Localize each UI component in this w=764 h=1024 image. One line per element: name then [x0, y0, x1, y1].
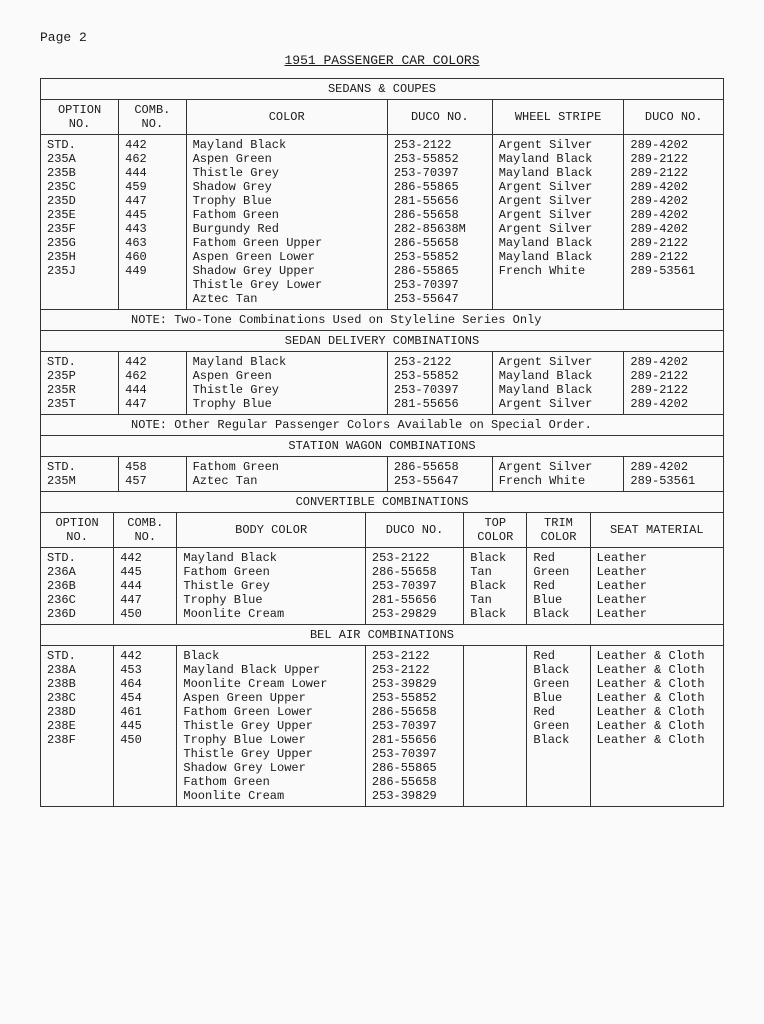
section-header-sedans: SEDANS & COUPES	[41, 79, 724, 100]
table-row: STD. 235P 235R 235T442 462 444 447Maylan…	[41, 352, 724, 415]
col-color: COLOR	[186, 100, 387, 135]
col-duco1: DUCO NO.	[387, 100, 492, 135]
table-cell: Leather & Cloth Leather & Cloth Leather …	[590, 646, 723, 807]
table-cell: Fathom Green Aztec Tan	[186, 457, 387, 492]
table-row: STD. 238A 238B 238C 238D 238E 238F442 45…	[41, 646, 724, 807]
page-title: 1951 PASSENGER CAR COLORS	[40, 53, 724, 68]
table-row: STD. 235A 235B 235C 235D 235E 235F 235G …	[41, 135, 724, 310]
section-title: SEDANS & COUPES	[41, 79, 724, 100]
table-cell: Argent Silver French White	[492, 457, 624, 492]
table-cell: 442 462 444 447	[119, 352, 186, 415]
table-cell: 289-4202 289-2122 289-2122 289-4202	[624, 352, 724, 415]
table-cell: 286-55658 253-55647	[387, 457, 492, 492]
table-cell: STD. 235M	[41, 457, 119, 492]
table-cell: 458 457	[119, 457, 186, 492]
convertible-rows: STD. 236A 236B 236C 236D442 445 444 447 …	[41, 548, 724, 625]
table-cell: STD. 236A 236B 236C 236D	[41, 548, 114, 625]
note-delivery: NOTE: Other Regular Passenger Colors Ava…	[41, 415, 724, 436]
table-cell: Red Black Green Blue Red Green Black	[527, 646, 590, 807]
table-cell	[464, 646, 527, 807]
table-cell: Mayland Black Aspen Green Thistle Grey T…	[186, 352, 387, 415]
section-header-convertible: CONVERTIBLE COMBINATIONS	[41, 492, 724, 513]
wagon-rows: STD. 235M458 457Fathom Green Aztec Tan28…	[41, 457, 724, 492]
column-headers-convertible: OPTION NO. COMB. NO. BODY COLOR DUCO NO.…	[41, 513, 724, 548]
col-option: OPTION NO.	[41, 513, 114, 548]
col-duco: DUCO NO.	[365, 513, 463, 548]
table-row: STD. 236A 236B 236C 236D442 445 444 447 …	[41, 548, 724, 625]
table-cell: Black Tan Black Tan Black	[464, 548, 527, 625]
col-option: OPTION NO.	[41, 100, 119, 135]
table-cell: 442 462 444 459 447 445 443 463 460 449	[119, 135, 186, 310]
table-cell: 253-2122 253-55852 253-70397 281-55656	[387, 352, 492, 415]
table-cell: Mayland Black Fathom Green Thistle Grey …	[177, 548, 366, 625]
section-header-delivery: SEDAN DELIVERY COMBINATIONS	[41, 331, 724, 352]
col-body: BODY COLOR	[177, 513, 366, 548]
table-cell: Black Mayland Black Upper Moonlite Cream…	[177, 646, 366, 807]
col-duco2: DUCO NO.	[624, 100, 724, 135]
table-cell: STD. 235A 235B 235C 235D 235E 235F 235G …	[41, 135, 119, 310]
section-title: CONVERTIBLE COMBINATIONS	[41, 492, 724, 513]
convertible-table: CONVERTIBLE COMBINATIONS OPTION NO. COMB…	[40, 492, 724, 807]
column-headers-sedans: OPTION NO. COMB. NO. COLOR DUCO NO. WHEE…	[41, 100, 724, 135]
table-cell: Mayland Black Aspen Green Thistle Grey S…	[186, 135, 387, 310]
table-cell: Argent Silver Mayland Black Mayland Blac…	[492, 135, 624, 310]
table-cell: 442 445 444 447 450	[114, 548, 177, 625]
col-stripe: WHEEL STRIPE	[492, 100, 624, 135]
section-title: STATION WAGON COMBINATIONS	[41, 436, 724, 457]
table-cell: 289-4202 289-2122 289-2122 289-4202 289-…	[624, 135, 724, 310]
section-header-wagon: STATION WAGON COMBINATIONS	[41, 436, 724, 457]
table-cell: Leather Leather Leather Leather Leather	[590, 548, 723, 625]
section-header-belair: BEL AIR COMBINATIONS	[41, 625, 724, 646]
col-trim: TRIM COLOR	[527, 513, 590, 548]
table-cell: Red Green Red Blue Black	[527, 548, 590, 625]
col-top: TOP COLOR	[464, 513, 527, 548]
note-text: NOTE: Two-Tone Combinations Used on Styl…	[41, 310, 724, 331]
table-cell: 289-4202 289-53561	[624, 457, 724, 492]
page-number: Page 2	[40, 30, 724, 45]
section-title: SEDAN DELIVERY COMBINATIONS	[41, 331, 724, 352]
col-comb: COMB. NO.	[119, 100, 186, 135]
note-text: NOTE: Other Regular Passenger Colors Ava…	[41, 415, 724, 436]
belair-rows: STD. 238A 238B 238C 238D 238E 238F442 45…	[41, 646, 724, 807]
sedans-rows: STD. 235A 235B 235C 235D 235E 235F 235G …	[41, 135, 724, 310]
delivery-rows: STD. 235P 235R 235T442 462 444 447Maylan…	[41, 352, 724, 415]
table-cell: 253-2122 286-55658 253-70397 281-55656 2…	[365, 548, 463, 625]
section-title: BEL AIR COMBINATIONS	[41, 625, 724, 646]
color-table: SEDANS & COUPES OPTION NO. COMB. NO. COL…	[40, 78, 724, 492]
col-seat: SEAT MATERIAL	[590, 513, 723, 548]
col-comb: COMB. NO.	[114, 513, 177, 548]
table-cell: Argent Silver Mayland Black Mayland Blac…	[492, 352, 624, 415]
table-cell: 442 453 464 454 461 445 450	[114, 646, 177, 807]
note-sedans: NOTE: Two-Tone Combinations Used on Styl…	[41, 310, 724, 331]
table-cell: 253-2122 253-55852 253-70397 286-55865 2…	[387, 135, 492, 310]
table-cell: STD. 238A 238B 238C 238D 238E 238F	[41, 646, 114, 807]
table-row: STD. 235M458 457Fathom Green Aztec Tan28…	[41, 457, 724, 492]
table-cell: 253-2122 253-2122 253-39829 253-55852 28…	[365, 646, 463, 807]
table-cell: STD. 235P 235R 235T	[41, 352, 119, 415]
